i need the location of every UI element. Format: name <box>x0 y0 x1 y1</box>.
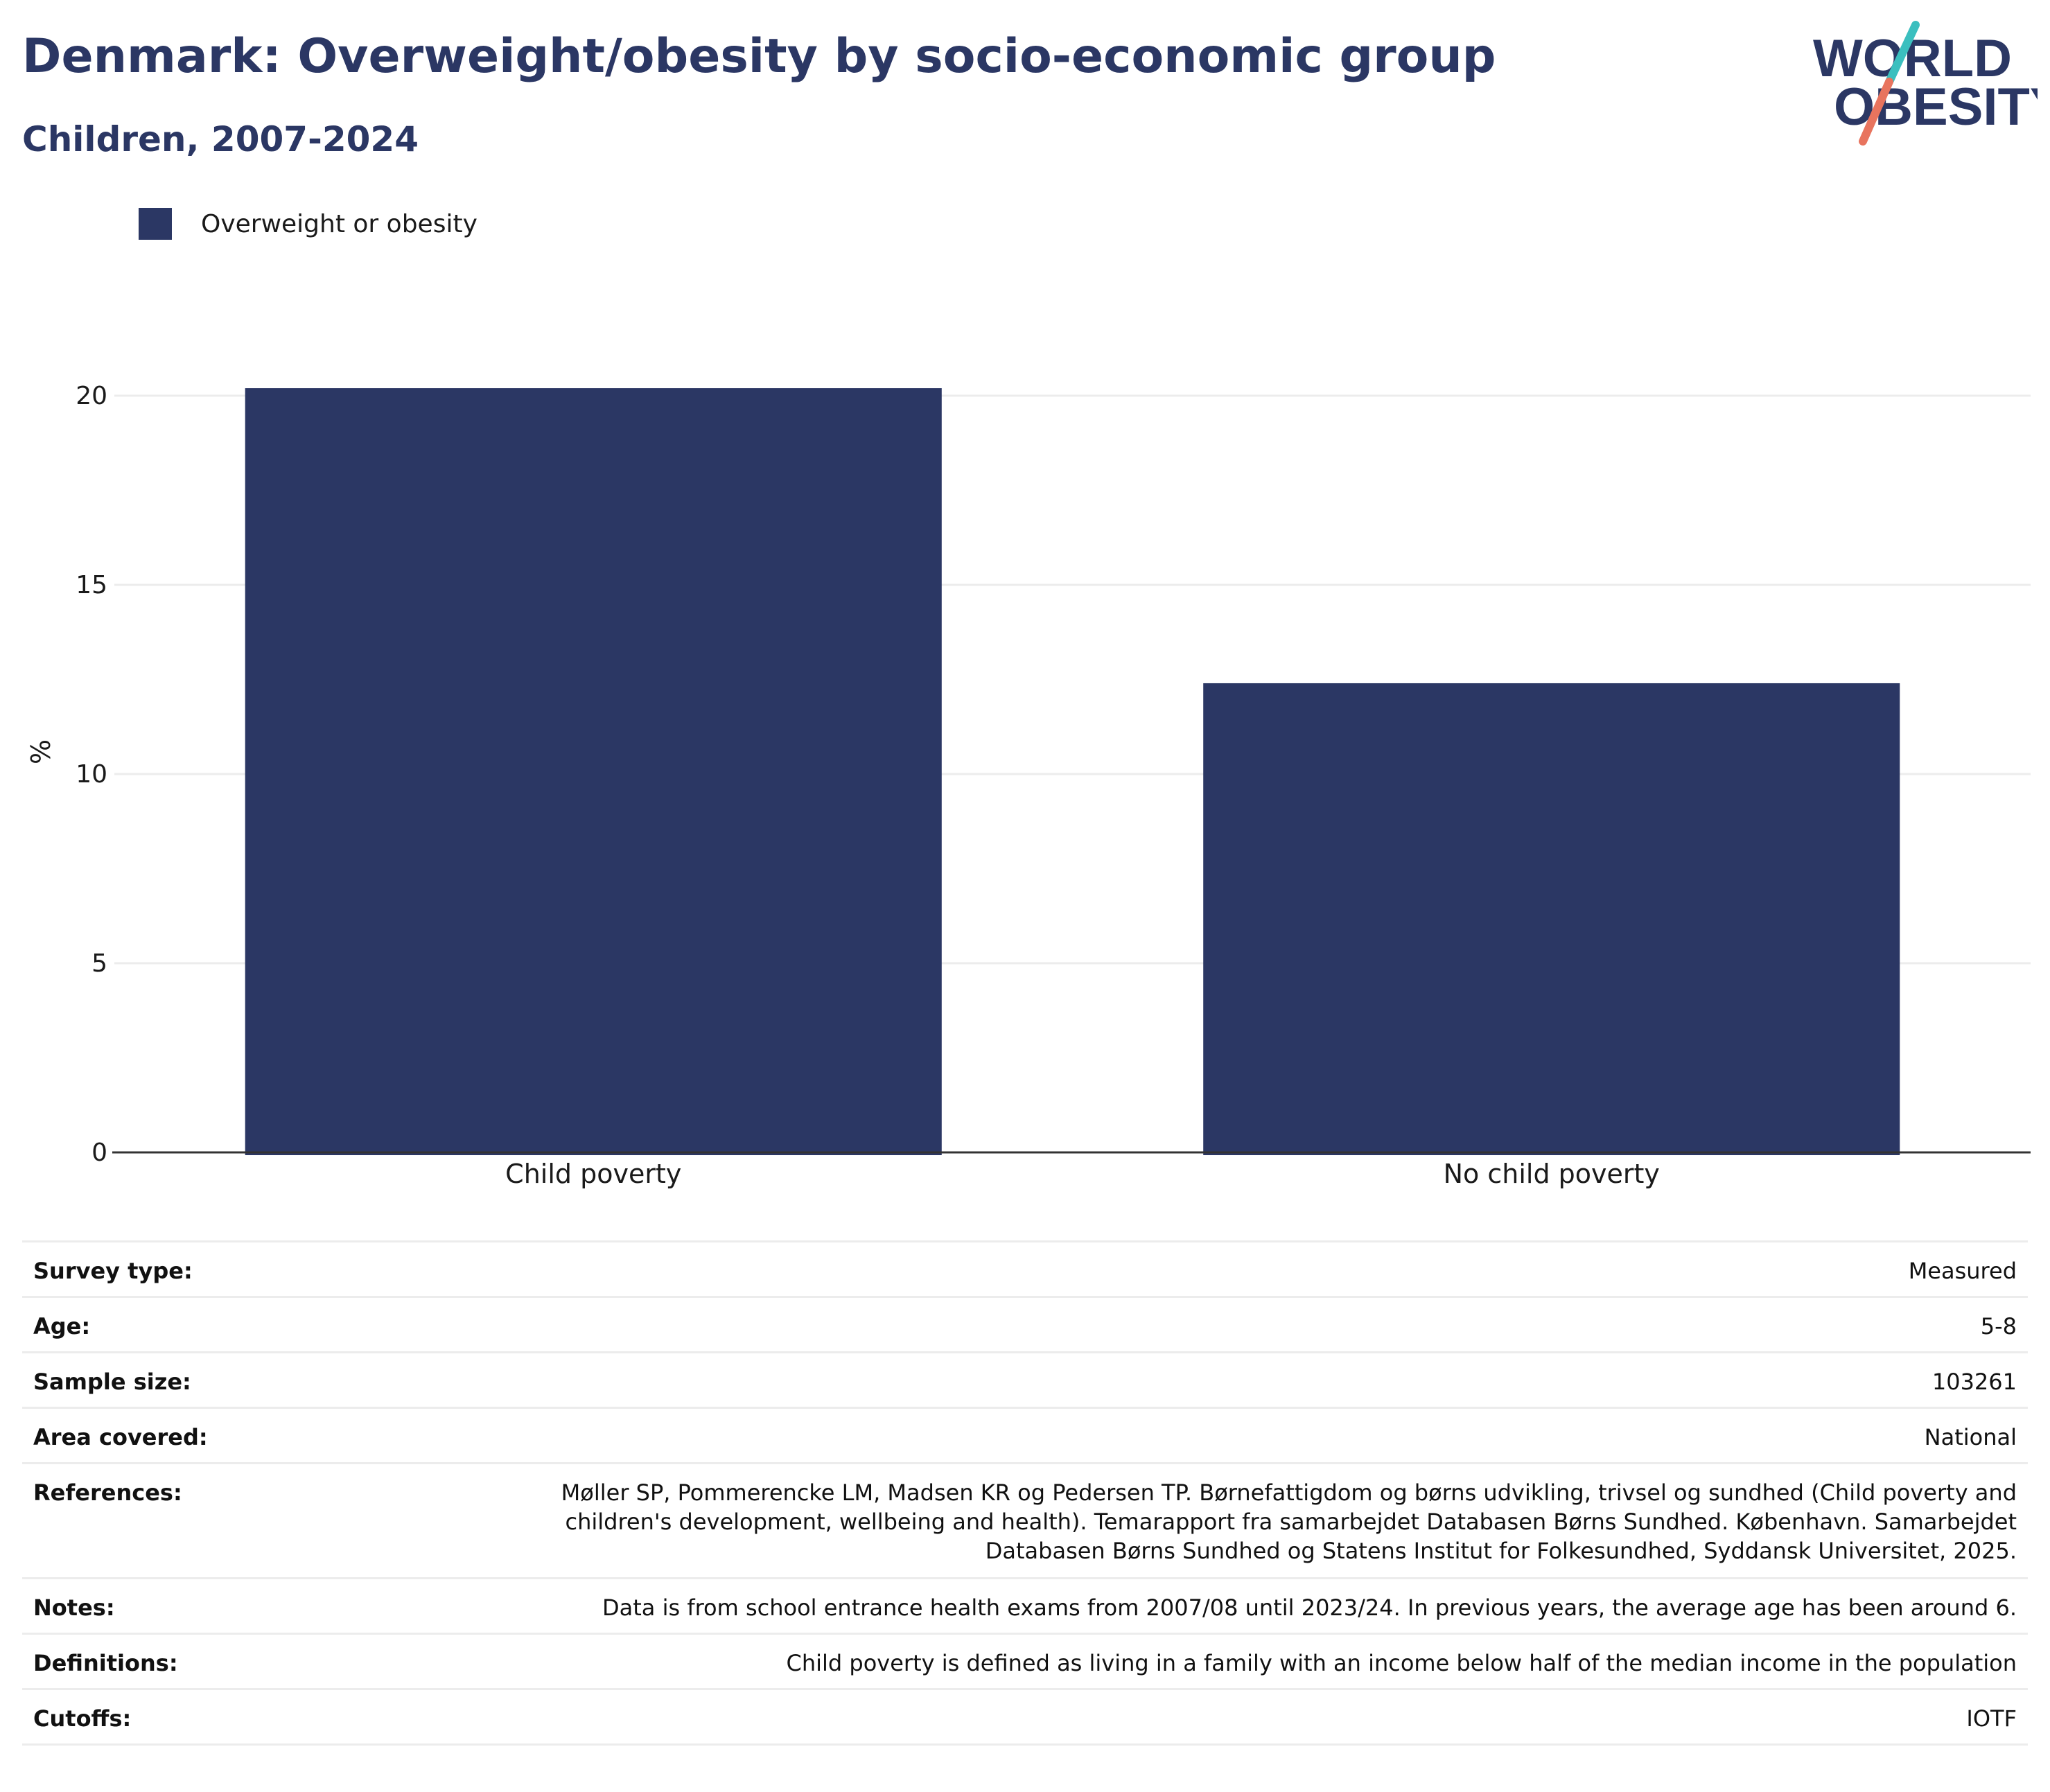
world-obesity-logo: WORLD OBESITY <box>1813 21 2038 146</box>
info-row: References: Møller SP, Pommerencke LM, Ma… <box>22 1462 2028 1579</box>
info-key: Area covered: <box>22 1407 383 1464</box>
y-tick-label: 10 <box>76 760 107 789</box>
bar <box>1203 683 1900 1155</box>
info-key: Survey type: <box>22 1240 383 1297</box>
info-value: Møller SP, Pommerencke LM, Madsen KR og … <box>383 1462 2028 1579</box>
info-key: Sample size: <box>22 1351 383 1408</box>
info-key: Definitions: <box>22 1633 383 1689</box>
info-table: Survey type: Measured Age: 5-8 Sample size: 1… <box>22 1240 2028 1746</box>
info-row: Sample size: 103261 <box>22 1351 2028 1408</box>
y-axis-label: % <box>26 739 56 764</box>
y-tick-label: 0 <box>91 1139 107 1167</box>
info-row: Survey type: Measured <box>22 1240 2028 1297</box>
info-value: 103261 <box>383 1351 2028 1408</box>
info-row: Cutoffs: IOTF <box>22 1688 2028 1746</box>
chart-subtitle: Children, 2007-2024 <box>22 119 419 159</box>
info-row: Definitions: Child poverty is defined as … <box>22 1633 2028 1689</box>
info-key: References: <box>22 1462 383 1579</box>
logo-slash-bottom <box>1859 78 1893 146</box>
x-tick-label: Child poverty <box>505 1159 681 1189</box>
info-row: Notes: Data is from school entrance healt… <box>22 1577 2028 1634</box>
y-tick-label: 15 <box>76 571 107 599</box>
info-value: National <box>383 1407 2028 1464</box>
y-tick-label: 20 <box>76 382 107 410</box>
info-key: Cutoffs: <box>22 1688 383 1746</box>
bar <box>245 388 942 1155</box>
info-value-line: Databasen Børns Sundhed og Statens Insti… <box>985 1538 2017 1564</box>
chart-title: Denmark: Overweight/obesity by socio-eco… <box>22 29 1496 84</box>
info-key: Age: <box>22 1296 383 1353</box>
y-tick-label: 5 <box>91 949 107 978</box>
info-value: IOTF <box>383 1688 2028 1746</box>
info-value: Child poverty is defined as living in a … <box>383 1633 2028 1689</box>
info-value: 5-8 <box>383 1296 2028 1353</box>
logo-slash-top <box>1885 21 1920 86</box>
info-value: Data is from school entrance health exam… <box>383 1577 2028 1634</box>
bar-chart: 0 5 10 15 20% Child poverty No child poverty <box>26 382 2031 1189</box>
info-value: Measured <box>383 1240 2028 1297</box>
legend[interactable]: Overweight or obesity <box>139 208 478 240</box>
legend-label: Overweight or obesity <box>201 209 478 238</box>
info-value-line: Møller SP, Pommerencke LM, Madsen KR og … <box>561 1479 2017 1506</box>
info-row: Area covered: National <box>22 1407 2028 1464</box>
x-tick-label: No child poverty <box>1444 1159 1660 1189</box>
info-value-line: children's development, wellbeing and he… <box>565 1509 2017 1535</box>
info-key: Notes: <box>22 1577 383 1634</box>
legend-swatch <box>139 208 172 240</box>
info-row: Age: 5-8 <box>22 1296 2028 1353</box>
